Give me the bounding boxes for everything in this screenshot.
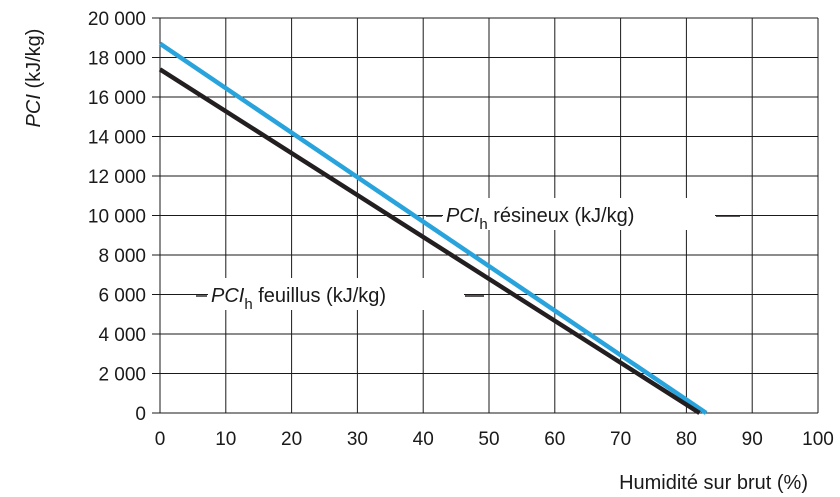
- x-tick-label: 90: [742, 429, 763, 450]
- x-tick-label: 70: [610, 429, 631, 450]
- series-line-0: [158, 41, 708, 415]
- x-tick-label: 40: [413, 429, 434, 450]
- y-tick-label: 4 000: [98, 325, 146, 346]
- y-tick-label: 20 000: [88, 9, 146, 30]
- y-tick-label: 10 000: [88, 207, 146, 228]
- x-tick-label: 30: [347, 429, 368, 450]
- x-tick-label: 10: [215, 429, 236, 450]
- x-tick-labels: 0 10 20 30 40 50 60 70 80 90 100: [155, 429, 834, 450]
- y-tick-label: 16 000: [88, 88, 146, 109]
- x-tick-label: 100: [802, 429, 834, 450]
- annotation-resineux-bg: [443, 198, 715, 230]
- y-tick-label: 12 000: [88, 167, 146, 188]
- y-tick-label: 8 000: [98, 246, 146, 267]
- annotation-feuillus: PCIh feuillus (kJ/kg): [196, 278, 484, 313]
- y-axis-title: PCI (kJ/kg): [23, 29, 45, 128]
- y-tick-label: 6 000: [98, 286, 146, 307]
- x-tick-label: 60: [544, 429, 565, 450]
- x-tick-label: 0: [155, 429, 166, 450]
- y-tick-label: 18 000: [88, 49, 146, 70]
- x-axis-title: Humidité sur brut (%): [619, 472, 808, 494]
- x-tick-label: 80: [676, 429, 697, 450]
- annotation-resineux: PCIh résineux (kJ/kg): [426, 198, 740, 233]
- y-tick-label: 14 000: [88, 128, 146, 149]
- y-tick-label: 0: [135, 404, 146, 425]
- y-tick-label: 2 000: [98, 365, 146, 386]
- y-tick-labels: 0 2 000 4 000 6 000 8 000 10 000 12 000 14 000 1…: [88, 9, 146, 425]
- annotation-feuillus-label: PCIh feuillus (kJ/kg): [211, 285, 386, 313]
- annotation-feuillus-bg: [208, 278, 464, 310]
- x-tick-label: 20: [281, 429, 302, 450]
- series-line-1: [158, 67, 701, 415]
- x-tick-label: 50: [478, 429, 499, 450]
- annotation-resineux-label: PCIh résineux (kJ/kg): [446, 205, 634, 233]
- series-lines: [158, 41, 708, 415]
